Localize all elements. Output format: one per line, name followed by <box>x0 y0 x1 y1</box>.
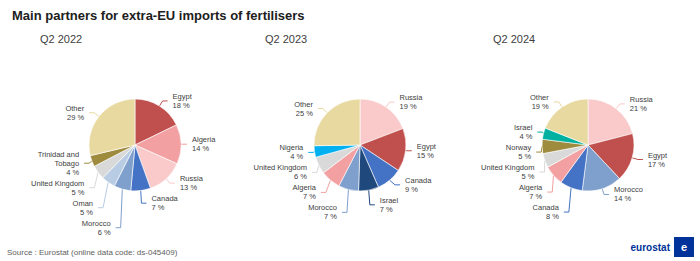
svg-text:7 %: 7 % <box>303 192 316 201</box>
svg-text:15 %: 15 % <box>417 151 434 160</box>
svg-text:Other: Other <box>65 104 84 113</box>
svg-text:4 %: 4 % <box>66 168 79 177</box>
svg-text:Russia: Russia <box>180 174 204 183</box>
svg-text:Israel: Israel <box>380 196 399 205</box>
svg-text:4 %: 4 % <box>519 132 532 141</box>
svg-text:29 %: 29 % <box>67 113 84 122</box>
svg-text:17 %: 17 % <box>648 160 665 169</box>
svg-text:United Kingdom: United Kingdom <box>31 179 84 188</box>
svg-text:14 %: 14 % <box>614 194 631 203</box>
svg-text:Main partners for extra-EU imp: Main partners for extra-EU imports of fe… <box>12 8 305 23</box>
svg-text:Israel: Israel <box>514 123 533 132</box>
svg-text:United Kingdom: United Kingdom <box>254 163 307 172</box>
svg-text:Morocco: Morocco <box>82 219 111 228</box>
svg-text:5 %: 5 % <box>71 188 84 197</box>
svg-text:9 %: 9 % <box>405 185 418 194</box>
svg-text:Canada: Canada <box>151 194 178 203</box>
svg-text:Q2 2024: Q2 2024 <box>493 33 535 45</box>
svg-text:Canada: Canada <box>533 203 560 212</box>
svg-text:6 %: 6 % <box>98 228 111 237</box>
svg-text:5 %: 5 % <box>521 172 534 181</box>
svg-text:Oman: Oman <box>73 199 93 208</box>
svg-text:19 %: 19 % <box>399 102 416 111</box>
svg-text:5 %: 5 % <box>80 208 93 217</box>
svg-text:Algeria: Algeria <box>293 183 317 192</box>
svg-text:18 %: 18 % <box>173 101 190 110</box>
svg-text:25 %: 25 % <box>296 109 313 118</box>
svg-text:Canada: Canada <box>405 176 432 185</box>
svg-text:Norway: Norway <box>506 143 532 152</box>
svg-text:6 %: 6 % <box>294 172 307 181</box>
svg-text:United Kingdom: United Kingdom <box>481 163 534 172</box>
svg-text:Egypt: Egypt <box>417 142 437 151</box>
svg-text:21 %: 21 % <box>630 104 647 113</box>
svg-text:Trinidad and: Trinidad and <box>38 150 79 159</box>
svg-text:Morocco: Morocco <box>614 185 643 194</box>
svg-text:7 %: 7 % <box>380 205 393 214</box>
svg-text:Egypt: Egypt <box>648 151 668 160</box>
svg-text:Source : Eurostat (online data: Source : Eurostat (online data code: ds-… <box>7 248 178 257</box>
svg-text:7 %: 7 % <box>324 212 337 221</box>
svg-text:4 %: 4 % <box>290 152 303 161</box>
svg-text:14 %: 14 % <box>192 144 209 153</box>
svg-text:19 %: 19 % <box>532 102 549 111</box>
svg-text:7 %: 7 % <box>529 192 542 201</box>
svg-text:5 %: 5 % <box>518 152 531 161</box>
svg-text:Morocco: Morocco <box>308 203 337 212</box>
svg-text:Algeria: Algeria <box>192 135 216 144</box>
svg-text:Other: Other <box>530 93 549 102</box>
svg-text:Q2 2023: Q2 2023 <box>265 33 307 45</box>
svg-text:Other: Other <box>294 100 313 109</box>
svg-text:Egypt: Egypt <box>173 92 193 101</box>
svg-text:Nigeria: Nigeria <box>280 143 305 152</box>
svg-text:eurostat: eurostat <box>631 242 671 253</box>
svg-text:8 %: 8 % <box>546 212 559 221</box>
svg-text:Tobago: Tobago <box>54 159 79 168</box>
svg-text:Q2 2022: Q2 2022 <box>40 33 82 45</box>
svg-text:7 %: 7 % <box>151 203 164 212</box>
svg-text:Algeria: Algeria <box>519 183 543 192</box>
svg-text:e: e <box>681 241 687 253</box>
svg-text:Russia: Russia <box>399 93 423 102</box>
svg-text:Russia: Russia <box>630 95 654 104</box>
svg-text:13 %: 13 % <box>180 183 197 192</box>
